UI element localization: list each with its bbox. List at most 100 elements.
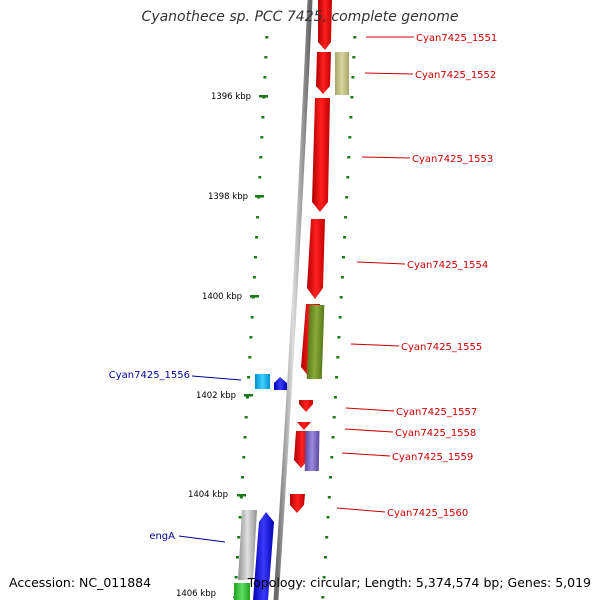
leader-line — [178, 535, 226, 543]
leader-line — [356, 261, 406, 265]
gene-label-cyan7425-1556[interactable]: Cyan7425_1556 — [109, 370, 190, 381]
strand-tick — [235, 556, 239, 559]
strand-tick — [243, 436, 247, 439]
gene-label-cyan7425-1557[interactable]: Cyan7425_1557 — [396, 407, 477, 418]
strand-tick — [242, 456, 246, 459]
gene-arrows — [234, 0, 349, 600]
scale-tick — [237, 494, 246, 497]
strand-tick — [353, 36, 357, 39]
strand-tick — [265, 36, 269, 39]
gene-arrow-cyan7425-1552[interactable] — [316, 52, 331, 94]
strand-tick — [351, 76, 355, 79]
label-leaders — [178, 36, 414, 543]
strand-tick — [332, 416, 336, 419]
strand-tick — [331, 436, 335, 439]
strand-tick — [259, 156, 263, 159]
gene-arrow-cyan7425-1557[interactable] — [299, 400, 313, 412]
strand-tick — [249, 336, 253, 339]
strand-tick — [245, 396, 249, 399]
strand-tick — [254, 256, 257, 259]
strand-tick — [335, 376, 339, 379]
strand-tick — [336, 356, 340, 359]
gene-label-cyan7425-1558[interactable]: Cyan7425_1558 — [395, 428, 476, 439]
gene-labels: Cyan7425_1551 Cyan7425_1552 Cyan7425_155… — [109, 33, 498, 542]
genome-summary-text: Topology: circular; Length: 5,374,574 bp… — [247, 575, 591, 590]
strand-tick — [322, 576, 326, 579]
scale-marks: 1396 kbp 1398 kbp 1400 kbp 1402 kbp 1404… — [176, 92, 268, 599]
strand-tick — [347, 156, 351, 159]
leader-line — [344, 428, 394, 433]
gene-label-cyan7425-1560[interactable]: Cyan7425_1560 — [387, 508, 468, 519]
gene-arrow-blue-small[interactable] — [274, 377, 287, 390]
gene-label-enga[interactable]: engA — [149, 531, 175, 542]
gene-box-khaki[interactable] — [335, 52, 349, 95]
plus-strand-ticks — [321, 36, 357, 599]
gene-label-cyan7425-1554[interactable]: Cyan7425_1554 — [407, 260, 488, 271]
strand-tick — [339, 296, 343, 299]
gene-box-olive[interactable] — [306, 305, 325, 379]
strand-tick — [348, 136, 352, 139]
strand-tick — [237, 536, 241, 539]
scale-tick — [255, 195, 264, 198]
leader-line — [341, 452, 391, 457]
gene-box-cyan7425-1556[interactable] — [255, 374, 270, 389]
gene-label-cyan7425-1555[interactable]: Cyan7425_1555 — [401, 342, 482, 353]
gene-label-cyan7425-1553[interactable]: Cyan7425_1553 — [412, 154, 493, 165]
strand-tick — [261, 116, 265, 119]
scale-label-1404: 1404 kbp — [188, 490, 228, 500]
scale-label-1402: 1402 kbp — [196, 391, 236, 401]
strand-tick — [344, 216, 348, 219]
strand-tick — [327, 496, 331, 499]
genome-title: Cyanothece sp. PCC 7425, complete genome — [141, 9, 459, 25]
strand-tick — [349, 116, 353, 119]
strand-tick — [256, 216, 260, 219]
leader-line — [191, 375, 242, 381]
gene-box-purple[interactable] — [304, 431, 320, 471]
strand-tick — [234, 576, 238, 579]
strand-tick — [321, 596, 325, 599]
strand-tick — [337, 336, 341, 339]
strand-tick — [264, 56, 268, 59]
scale-label-1398: 1398 kbp — [208, 192, 248, 202]
gene-arrow-cyan7425-1554[interactable] — [307, 219, 325, 299]
gene-arrow-cyan7425-1551[interactable] — [318, 0, 332, 50]
accession-text: Accession: NC_011884 — [9, 575, 152, 590]
strand-tick — [239, 496, 243, 499]
gene-label-cyan7425-1551[interactable]: Cyan7425_1551 — [416, 33, 497, 44]
gene-arrow-enga[interactable] — [253, 512, 274, 600]
strand-tick — [248, 356, 252, 359]
leader-line — [361, 156, 411, 159]
strand-tick — [352, 56, 356, 59]
strand-tick — [330, 456, 334, 459]
leader-line — [350, 343, 400, 347]
gene-arrow-cyan7425-1553[interactable] — [312, 98, 330, 212]
strand-tick — [323, 556, 327, 559]
strand-tick — [241, 476, 244, 479]
gene-box-green[interactable] — [234, 583, 250, 600]
scale-tick — [259, 95, 268, 98]
strand-tick — [345, 196, 349, 199]
strand-tick — [326, 516, 330, 519]
scale-label-1406: 1406 kbp — [176, 589, 216, 599]
strand-tick — [329, 476, 332, 479]
strand-tick — [258, 176, 262, 179]
gene-arrow-cyan7425-1560[interactable] — [290, 494, 305, 513]
strand-tick — [244, 416, 248, 419]
strand-tick — [252, 276, 256, 279]
strand-tick — [350, 96, 354, 99]
gene-arrow-cyan7425-1558[interactable] — [297, 422, 311, 430]
leader-line — [336, 507, 386, 513]
genome-backbone — [273, 0, 313, 600]
strand-tick — [250, 316, 254, 319]
leader-line — [345, 407, 395, 412]
gene-box-gray[interactable] — [238, 510, 257, 580]
gene-label-cyan7425-1559[interactable]: Cyan7425_1559 — [392, 452, 473, 463]
strand-tick — [247, 376, 251, 379]
scale-tick — [250, 295, 259, 298]
strand-tick — [340, 276, 344, 279]
gene-label-cyan7425-1552[interactable]: Cyan7425_1552 — [415, 70, 496, 81]
strand-tick — [338, 316, 342, 319]
strand-tick — [333, 396, 337, 399]
strand-tick — [238, 516, 242, 519]
